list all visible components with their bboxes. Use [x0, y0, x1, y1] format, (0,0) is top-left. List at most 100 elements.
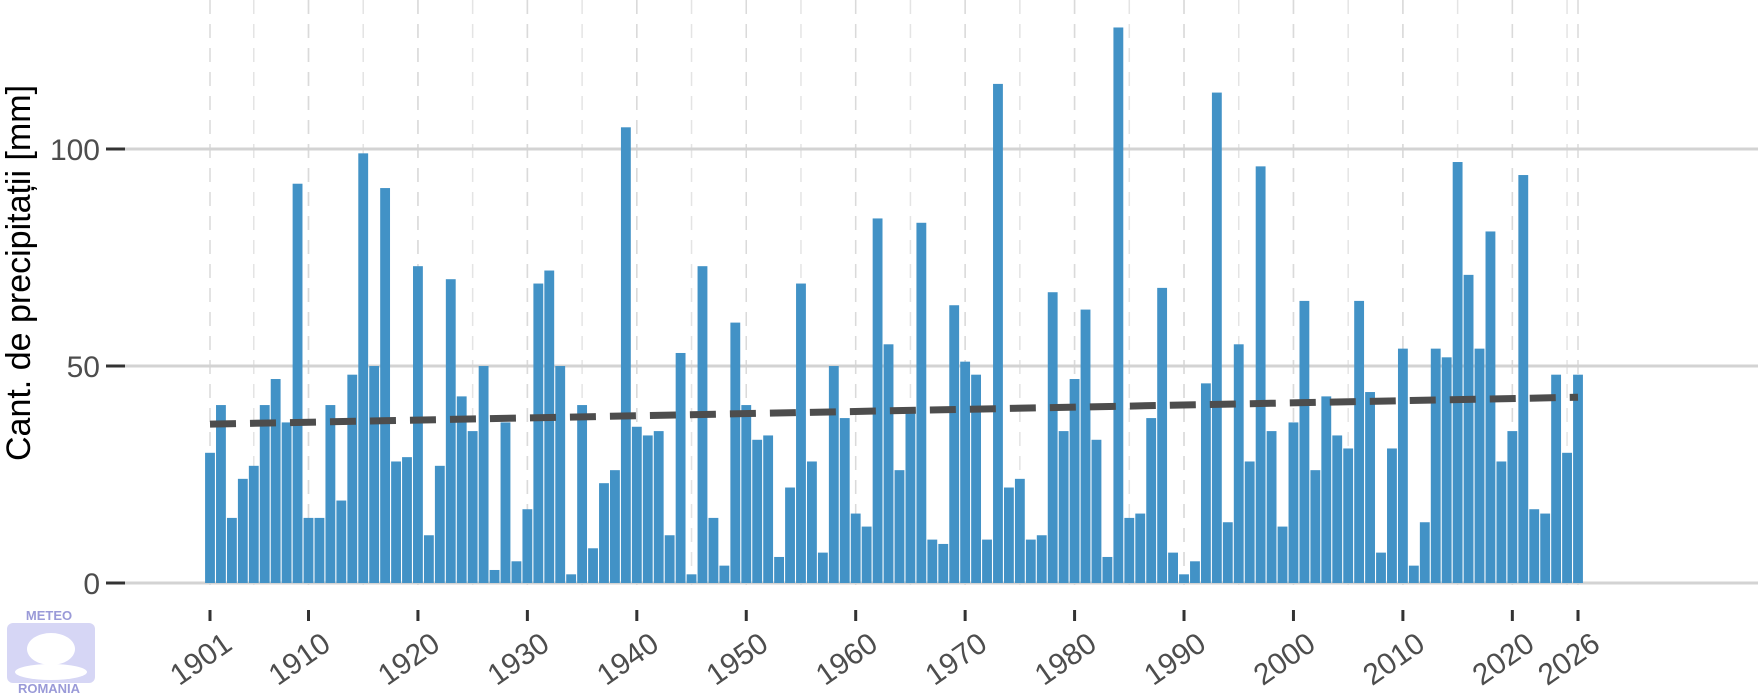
y-tick-label: 0: [83, 568, 100, 601]
bar: [1343, 448, 1354, 583]
bar: [1540, 513, 1551, 583]
bar: [1387, 448, 1397, 583]
bar: [1573, 374, 1583, 583]
bar: [796, 283, 806, 583]
bar: [916, 222, 927, 583]
bar: [785, 487, 795, 583]
bar: [281, 422, 292, 583]
bar: [752, 439, 763, 583]
x-tick-label: 1950: [701, 627, 775, 692]
bar: [1408, 565, 1419, 583]
x-tick-label: 1970: [919, 627, 993, 692]
bar: [391, 461, 401, 583]
bar: [1146, 418, 1157, 583]
bar: [1179, 574, 1189, 583]
bar: [577, 405, 588, 583]
bar: [1014, 478, 1025, 583]
bar: [1332, 435, 1343, 583]
bar: [850, 513, 861, 583]
bar: [1310, 470, 1321, 583]
x-axis-ticks: 1901 1910 1920 1930 1940 1950 1960 1970 1980 1990…: [164, 610, 1606, 692]
bar: [259, 405, 270, 583]
bar: [1496, 461, 1507, 583]
bar: [894, 470, 905, 583]
bar: [1321, 396, 1332, 583]
bar: [1430, 348, 1441, 583]
x-tick-label: 2020: [1467, 627, 1541, 692]
bar: [982, 539, 992, 583]
bar: [1211, 92, 1222, 583]
bar: [883, 344, 894, 583]
bar: [500, 422, 511, 583]
y-tick-label: 50: [67, 351, 100, 384]
bar: [1562, 452, 1572, 583]
bar: [1299, 300, 1310, 583]
bar: [205, 452, 215, 583]
bar: [1354, 300, 1365, 583]
bar: [544, 270, 555, 583]
bar: [1244, 461, 1255, 583]
bar: [1036, 535, 1047, 583]
bar: [1463, 274, 1474, 583]
y-axis-ticks: 0 50 100: [50, 134, 125, 601]
bar: [533, 283, 544, 583]
bar: [664, 535, 675, 583]
x-tick-label: 2026: [1532, 627, 1606, 692]
bar: [949, 305, 960, 583]
x-tick-label: 2010: [1357, 627, 1431, 692]
bar: [555, 366, 566, 583]
x-tick-label: 1960: [810, 627, 884, 692]
bar: [905, 409, 916, 583]
bar: [938, 543, 949, 583]
x-tick-label: 2000: [1248, 627, 1322, 692]
logo-top-text: METEO: [26, 608, 72, 623]
bar: [839, 418, 850, 583]
x-tick-label: 1980: [1029, 627, 1103, 692]
x-tick-label: 1940: [591, 627, 665, 692]
bar: [741, 405, 752, 583]
y-tick-label: 100: [50, 134, 100, 167]
bar: [1529, 509, 1540, 583]
bar: [686, 574, 697, 583]
bar: [292, 183, 303, 583]
bar: [861, 526, 872, 583]
bar: [774, 556, 785, 583]
bar: [1277, 526, 1288, 583]
bar: [511, 561, 522, 583]
bar: [1452, 162, 1463, 583]
bar: [1233, 344, 1244, 583]
bar: [993, 83, 1003, 584]
x-tick-label: 1910: [263, 627, 337, 692]
bar: [434, 465, 445, 583]
bar: [216, 405, 226, 583]
bar: [467, 431, 478, 583]
bar: [489, 569, 500, 583]
bar: [303, 517, 314, 583]
trend-line: [209, 393, 1579, 428]
bar: [347, 374, 358, 583]
bar: [1397, 348, 1408, 583]
bar: [708, 517, 719, 583]
bar: [314, 517, 325, 583]
logo-sun-icon: [27, 633, 75, 665]
bar: [1135, 513, 1146, 583]
bar: [960, 361, 971, 583]
bar: [1124, 517, 1135, 583]
bar: [730, 322, 741, 583]
x-tick-label: 1920: [372, 627, 446, 692]
x-tick-label: 1930: [482, 627, 556, 692]
bar: [1157, 287, 1168, 583]
bar: [1113, 27, 1124, 584]
bar: [336, 500, 347, 583]
bar: [1200, 383, 1211, 583]
x-tick-label: 1901: [164, 627, 238, 692]
bar: [423, 535, 434, 583]
bar: [1091, 439, 1102, 583]
bar: [1168, 552, 1178, 583]
bar: [872, 218, 883, 583]
bar: [248, 465, 259, 583]
bar: [631, 426, 642, 583]
bar: [1025, 539, 1036, 583]
bar: [1102, 556, 1113, 583]
bar: [1485, 231, 1496, 583]
